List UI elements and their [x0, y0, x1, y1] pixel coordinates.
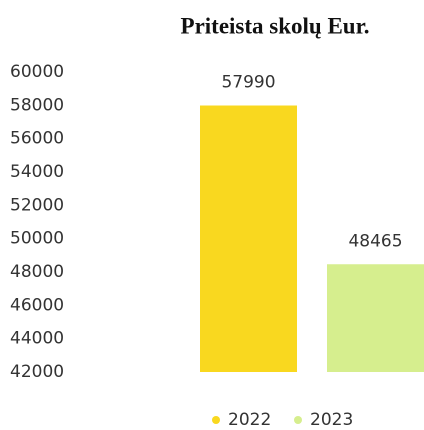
y-tick-label: 56000 — [10, 129, 64, 149]
legend-marker — [212, 416, 220, 424]
value-label: 48465 — [348, 231, 402, 251]
bar — [327, 264, 424, 372]
y-tick-label: 54000 — [10, 162, 64, 182]
value-label: 57990 — [221, 73, 275, 93]
legend-marker — [294, 416, 302, 424]
y-tick-label: 44000 — [10, 329, 64, 349]
legend-label: 2023 — [310, 410, 353, 430]
bar — [200, 105, 297, 372]
y-tick-label: 48000 — [10, 262, 64, 282]
y-tick-label: 50000 — [10, 229, 64, 249]
y-tick-label: 58000 — [10, 95, 64, 115]
y-tick-label: 42000 — [10, 362, 64, 382]
y-tick-label: 52000 — [10, 195, 64, 215]
y-tick-label: 46000 — [10, 295, 64, 315]
chart-title: Priteista skolų Eur. — [181, 13, 370, 38]
y-tick-label: 60000 — [10, 62, 64, 82]
legend-label: 2022 — [228, 410, 271, 430]
